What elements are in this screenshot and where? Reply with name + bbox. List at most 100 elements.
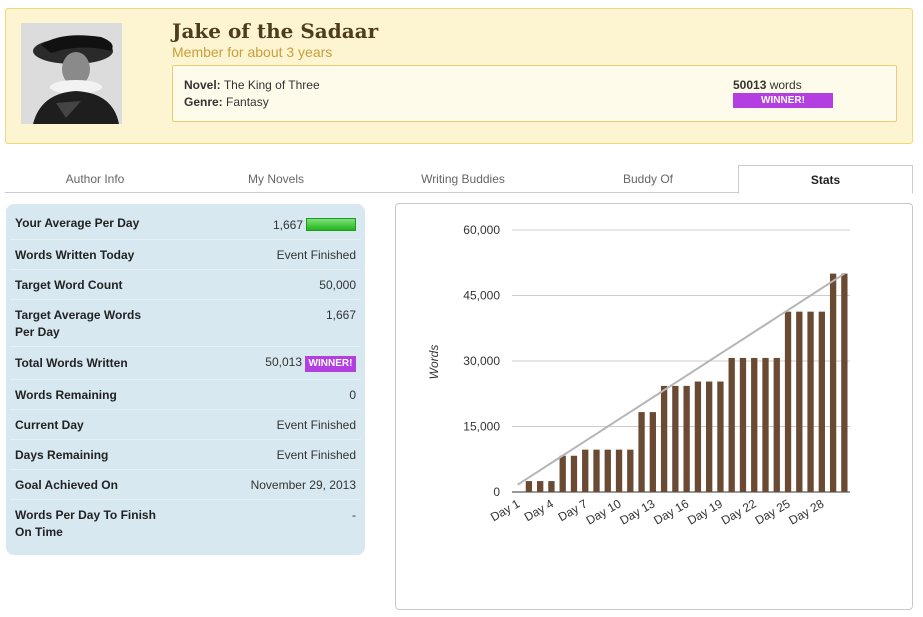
stat-value: -: [352, 508, 356, 522]
bar: [605, 450, 611, 492]
bar: [796, 312, 802, 492]
novel-row: Novel: The King of Three: [184, 78, 320, 92]
chart-y-label: Words: [427, 345, 441, 380]
tab-author-info[interactable]: Author Info: [5, 165, 185, 193]
chart-target-line: [518, 274, 845, 485]
stat-row-days-remaining: Days Remaining Event Finished: [10, 440, 361, 470]
stat-value: Event Finished: [277, 248, 356, 262]
total-value: 50,013: [265, 355, 302, 369]
tab-my-novels[interactable]: My Novels: [185, 165, 367, 193]
bar: [650, 412, 656, 492]
stat-label: Total Words Written: [15, 355, 165, 372]
winner-badge: WINNER!: [733, 93, 833, 108]
bar: [616, 450, 622, 492]
stat-value: 1,667: [326, 308, 356, 322]
bar: [785, 312, 791, 492]
x-tick-label: Day 7: [556, 496, 590, 524]
stat-label: Goal Achieved On: [15, 477, 165, 494]
target-line: [518, 274, 845, 485]
stat-row-total: Total Words Written 50,013 WINNER!: [10, 347, 361, 380]
average-value: 1,667: [273, 218, 303, 232]
genre-value: Fantasy: [226, 95, 269, 109]
stat-label: Words Remaining: [15, 387, 165, 404]
stat-row-target-average: Target Average Words Per Day 1,667: [10, 300, 361, 347]
bar: [774, 358, 780, 492]
bar: [571, 456, 577, 492]
stats-chart: 0 15,000 30,000 45,000 60,000 Day 1 Day 4 Day …: [395, 203, 913, 610]
y-tick-label: 15,000: [463, 420, 500, 434]
bar: [729, 358, 735, 492]
stat-label: Current Day: [15, 417, 165, 434]
bar: [560, 456, 566, 492]
winner-badge-small: WINNER!: [305, 356, 356, 372]
bar: [717, 382, 723, 492]
stat-value: 0: [349, 388, 356, 402]
bar: [762, 358, 768, 492]
bar: [683, 386, 689, 492]
stat-label: Target Word Count: [15, 277, 165, 294]
y-tick-label: 30,000: [463, 354, 500, 368]
author-name: Jake of the Sadaar: [172, 19, 378, 43]
bar: [740, 358, 746, 492]
stats-panel: Your Average Per Day 1,667 Words Written…: [6, 204, 365, 555]
stat-label: Words Per Day To Finish On Time: [15, 507, 165, 541]
stat-label: Your Average Per Day: [15, 215, 165, 232]
bar: [751, 358, 757, 492]
x-tick-label: Day 10: [584, 496, 624, 527]
bar: [582, 450, 588, 492]
bar: [819, 312, 825, 492]
bar: [526, 481, 532, 492]
bar: [548, 481, 554, 492]
x-tick-label: Day 28: [786, 496, 826, 527]
progress-bar: [306, 218, 356, 231]
stat-row-goal-achieved: Goal Achieved On November 29, 2013: [10, 470, 361, 500]
tab-buddy-of[interactable]: Buddy Of: [558, 165, 738, 193]
x-tick-label: Day 19: [685, 496, 725, 527]
avatar-image: [21, 23, 122, 124]
stat-value: Event Finished: [277, 418, 356, 432]
bar: [593, 450, 599, 492]
genre-label: Genre:: [184, 95, 223, 109]
bar: [807, 312, 813, 492]
stat-row-current-day: Current Day Event Finished: [10, 410, 361, 440]
novel-title[interactable]: The King of Three: [224, 78, 320, 92]
bar: [830, 274, 836, 492]
tab-stats[interactable]: Stats: [738, 165, 913, 194]
x-tick-label: Day 25: [753, 496, 793, 527]
stat-row-remaining: Words Remaining 0: [10, 380, 361, 410]
word-count-unit: words: [770, 78, 802, 92]
y-tick-label: 45,000: [463, 289, 500, 303]
stat-value: 50,013 WINNER!: [265, 355, 356, 372]
bar: [627, 450, 633, 492]
bar: [841, 274, 847, 492]
y-tick-label: 0: [493, 485, 500, 499]
novel-info-box: Novel: The King of Three Genre: Fantasy …: [172, 65, 897, 122]
stat-row-today: Words Written Today Event Finished: [10, 240, 361, 270]
bar: [695, 382, 701, 492]
x-tick-label: Day 13: [617, 496, 657, 527]
x-tick-label: Day 16: [651, 496, 691, 527]
avatar[interactable]: [21, 23, 122, 124]
x-tick-label: Day 4: [522, 496, 556, 524]
word-count: 50013 words: [733, 78, 802, 92]
x-tick-label: Day 22: [719, 496, 759, 527]
bar: [672, 386, 678, 492]
member-since: Member for about 3 years: [172, 44, 332, 60]
chart-y-ticks: 0 15,000 30,000 45,000 60,000: [463, 223, 500, 499]
stat-value: 50,000: [319, 278, 356, 292]
novel-label: Novel:: [184, 78, 221, 92]
tab-writing-buddies[interactable]: Writing Buddies: [371, 165, 555, 193]
stat-row-per-day-to-finish: Words Per Day To Finish On Time -: [10, 500, 361, 550]
stat-value: 1,667: [273, 218, 356, 232]
bar: [706, 382, 712, 492]
profile-tabs: Author Info My Novels Writing Buddies Bu…: [5, 165, 913, 193]
stat-row-average: Your Average Per Day 1,667: [10, 208, 361, 240]
stat-label: Days Remaining: [15, 447, 165, 464]
stat-value: November 29, 2013: [251, 478, 356, 492]
word-count-value: 50013: [733, 78, 766, 92]
x-tick-label: Day 1: [488, 496, 522, 524]
stat-label: Words Written Today: [15, 247, 165, 264]
bar: [661, 386, 667, 492]
